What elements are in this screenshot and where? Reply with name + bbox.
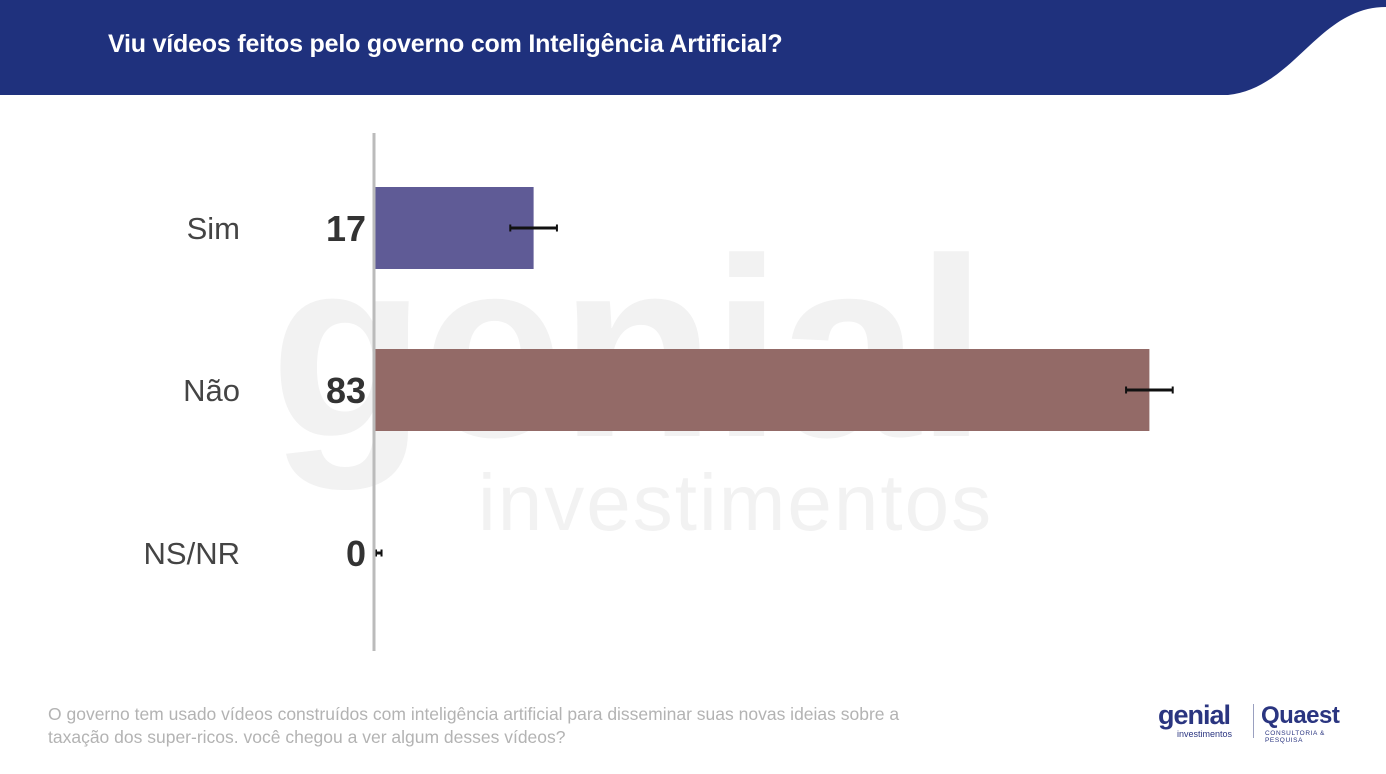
- header-band: Viu vídeos feitos pelo governo com Intel…: [0, 0, 1386, 96]
- genial-logo: genial: [1158, 700, 1231, 730]
- category-label-ns-nr: NS/NR: [144, 536, 240, 571]
- watermark-subword: investimentos: [478, 458, 993, 547]
- bar-n-o: [375, 349, 1150, 431]
- header-shape: [0, 0, 1386, 95]
- bar-sim: [375, 187, 534, 269]
- question-footnote: O governo tem usado vídeos construídos c…: [48, 704, 900, 747]
- value-label-ns-nr: 0: [346, 533, 366, 574]
- category-label-n-o: Não: [183, 373, 240, 408]
- quaest-logo: Quaest: [1261, 702, 1340, 729]
- brand-logos: genial investimentos Quaest CONSULTORIA …: [1155, 700, 1355, 750]
- quaest-logo-sub: CONSULTORIA & PESQUISA: [1265, 730, 1325, 744]
- genial-logo-sub: investimentos: [1177, 729, 1233, 739]
- logo-divider: [1253, 704, 1254, 738]
- value-label-sim: 17: [326, 208, 366, 249]
- page-title: Viu vídeos feitos pelo governo com Intel…: [108, 30, 783, 58]
- value-label-n-o: 83: [326, 370, 366, 411]
- category-label-sim: Sim: [187, 211, 240, 246]
